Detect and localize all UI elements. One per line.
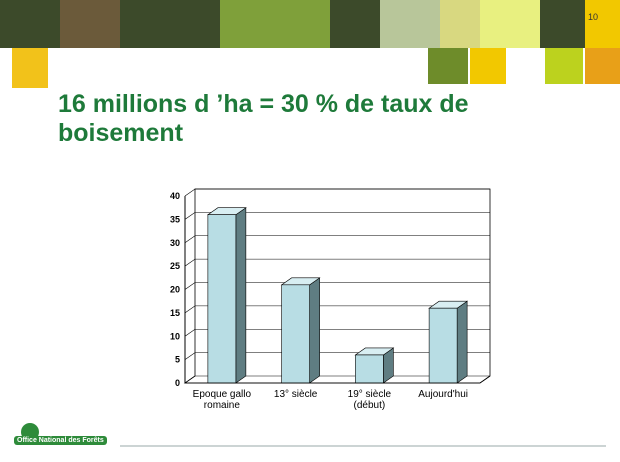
y-tick-label: 25 [170, 261, 180, 271]
photo-band [380, 0, 440, 48]
bar [282, 285, 310, 383]
x-tick-label: Aujourd'hui [410, 389, 476, 400]
y-tick-label: 20 [170, 285, 180, 295]
square [585, 48, 620, 84]
photo-band [440, 0, 480, 48]
square [12, 48, 48, 88]
photo-band [220, 0, 330, 48]
bar-side [310, 278, 320, 383]
bar [355, 355, 383, 383]
y-tick-label: 0 [175, 378, 180, 388]
bar-side [236, 208, 246, 383]
square [545, 48, 583, 84]
square [470, 48, 506, 84]
y-tick-label: 10 [170, 331, 180, 341]
slide-number: 10 [588, 12, 598, 22]
title: 16 millions d ’ha = 30 % de taux de bois… [58, 90, 558, 148]
x-tick-label: 13° siècle [263, 389, 329, 400]
x-tick-label: 19° siècle (début) [336, 389, 402, 411]
square [585, 0, 620, 48]
y-tick-label: 15 [170, 308, 180, 318]
photo-band [480, 0, 540, 48]
y-tick-label: 5 [175, 355, 180, 365]
bar [208, 215, 236, 383]
y-tick-label: 30 [170, 238, 180, 248]
square [428, 48, 468, 84]
x-tick-label: Epoque gallo romaine [189, 389, 255, 411]
logo-text: Office National des Forêts [14, 436, 107, 445]
y-tick-label: 40 [170, 191, 180, 201]
bar-side [457, 301, 467, 383]
bar [429, 308, 457, 383]
slide: 0 5 10 15 20 25 30 35 40 10 16 millions d ’ha = … [0, 0, 620, 462]
photo-band [60, 0, 120, 48]
y-tick-label: 35 [170, 214, 180, 224]
